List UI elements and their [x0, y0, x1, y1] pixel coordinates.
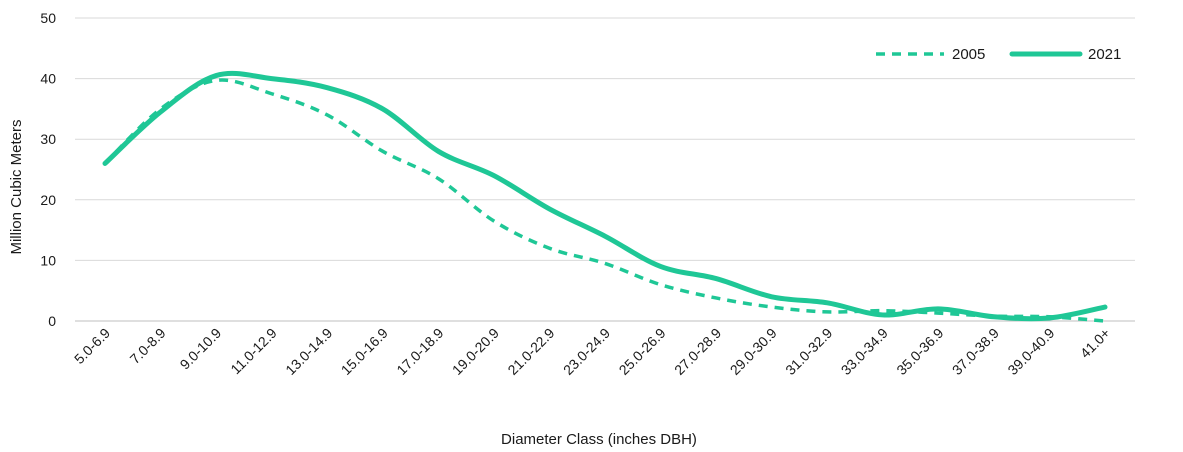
y-tick-label: 0 — [48, 313, 56, 329]
x-tick-label: 19.0-20.9 — [449, 325, 502, 378]
gridlines — [75, 17, 1135, 322]
x-tick-label: 37.0-38.9 — [949, 325, 1002, 378]
series-lines — [102, 70, 1108, 323]
y-tick-label: 40 — [40, 71, 56, 87]
x-axis-ticks: 5.0-6.9 7.0-8.9 9.0-10.9 11.0-12.9 13.0-14.9… — [71, 325, 1113, 378]
series-line-2005 — [103, 78, 1106, 323]
x-tick-label: 35.0-36.9 — [893, 325, 946, 378]
x-tick-label: 31.0-32.9 — [782, 325, 835, 378]
y-tick-label: 10 — [40, 252, 56, 268]
y-tick-label: 20 — [40, 192, 56, 208]
x-tick-label: 39.0-40.9 — [1004, 325, 1057, 378]
series-line-2021 — [102, 70, 1108, 322]
x-tick-label: 21.0-22.9 — [504, 325, 557, 378]
y-tick-label: 50 — [40, 10, 56, 26]
legend-label-2005: 2005 — [952, 46, 985, 63]
x-tick-label: 15.0-16.9 — [338, 325, 391, 378]
x-tick-label: 17.0-18.9 — [393, 325, 446, 378]
x-tick-label: 11.0-12.9 — [227, 325, 280, 378]
x-tick-label: 33.0-34.9 — [838, 325, 891, 378]
x-axis-title: Diameter Class (inches DBH) — [501, 431, 697, 448]
x-tick-label: 23.0-24.9 — [560, 325, 613, 378]
x-tick-label: 29.0-30.9 — [727, 325, 780, 378]
x-tick-label: 9.0-10.9 — [177, 325, 225, 373]
y-axis-title: Million Cubic Meters — [8, 119, 25, 254]
legend-label-2021: 2021 — [1088, 46, 1121, 63]
x-tick-label: 7.0-8.9 — [127, 325, 169, 367]
x-tick-label: 5.0-6.9 — [71, 325, 113, 367]
y-axis-ticks: 0 10 20 30 40 50 — [40, 10, 56, 329]
y-tick-label: 30 — [40, 131, 56, 147]
x-tick-label: 25.0-26.9 — [616, 325, 669, 378]
x-tick-label: 41.0+ — [1077, 325, 1113, 361]
x-tick-label: 13.0-14.9 — [282, 325, 335, 378]
legend: 2005 2021 — [876, 46, 1121, 63]
x-tick-label: 27.0-28.9 — [671, 325, 724, 378]
